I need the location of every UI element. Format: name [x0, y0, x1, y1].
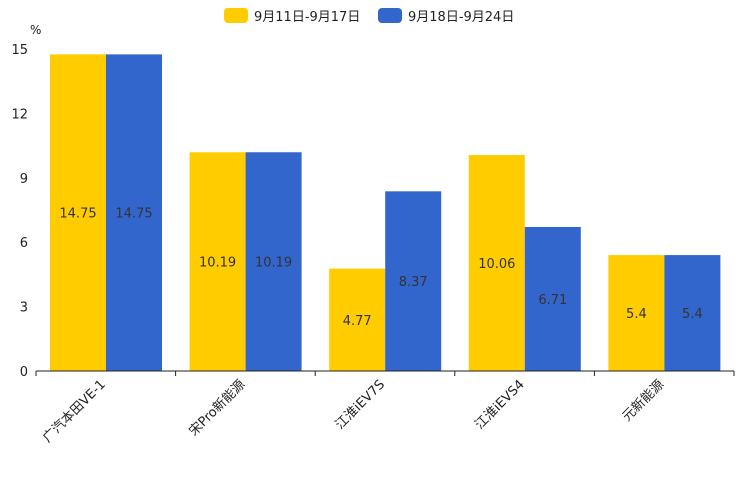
x-category-label: 江淮iEV7S	[333, 377, 388, 432]
bar-2-3	[385, 191, 442, 371]
data-label: 14.75	[59, 207, 96, 222]
x-category-label: 江淮iEVS4	[472, 377, 527, 432]
y-tick-label: 15	[11, 43, 28, 58]
y-tick-label: 0	[20, 365, 28, 380]
bar-2-2	[245, 152, 302, 371]
data-label: 10.06	[478, 257, 515, 272]
data-label: 4.77	[343, 314, 372, 329]
data-label: 6.71	[538, 293, 567, 308]
data-label: 14.75	[115, 207, 152, 222]
legend-swatch	[378, 8, 402, 23]
bar-2-1	[106, 54, 162, 371]
bar-1-5	[608, 255, 665, 371]
y-tick-label: 3	[20, 301, 28, 316]
y-axis-ticks: 0 3 6 9 12 15	[11, 43, 28, 380]
y-tick-label: 6	[20, 236, 28, 251]
x-category-label: 广汽本田VE-1	[40, 377, 109, 446]
bar-1-3	[329, 268, 386, 371]
data-label: 10.19	[199, 256, 236, 271]
data-label: 8.37	[399, 275, 428, 290]
legend-label: 9月11日-9月17日	[254, 10, 360, 25]
data-label: 5.4	[626, 307, 647, 322]
bar-1-4	[468, 155, 525, 371]
x-category-label: 宋Pro新能源	[186, 377, 249, 440]
bar-2-5	[664, 255, 721, 371]
x-axis-ticks: 广汽本田VE-1 宋Pro新能源 江淮iEV7S 江淮iEVS4 元新能源	[35, 371, 735, 446]
data-label: 5.4	[682, 307, 703, 322]
y-axis-unit: %	[30, 23, 41, 37]
y-tick-label: 12	[11, 107, 28, 122]
legend: 9月11日-9月17日 9月18日-9月24日	[224, 8, 514, 25]
data-labels: 14.75 10.19 4.77 10.06 5.4 14.75 10.19 8.37 6.71…	[59, 207, 702, 329]
x-category-label: 元新能源	[619, 377, 667, 425]
legend-swatch	[224, 8, 248, 23]
y-tick-label: 9	[20, 172, 28, 187]
bars	[50, 54, 721, 371]
data-label: 10.19	[255, 256, 292, 271]
legend-label: 9月18日-9月24日	[408, 10, 514, 25]
bar-1-1	[50, 54, 106, 371]
bar-2-4	[524, 226, 581, 371]
bar-1-2	[189, 152, 246, 371]
